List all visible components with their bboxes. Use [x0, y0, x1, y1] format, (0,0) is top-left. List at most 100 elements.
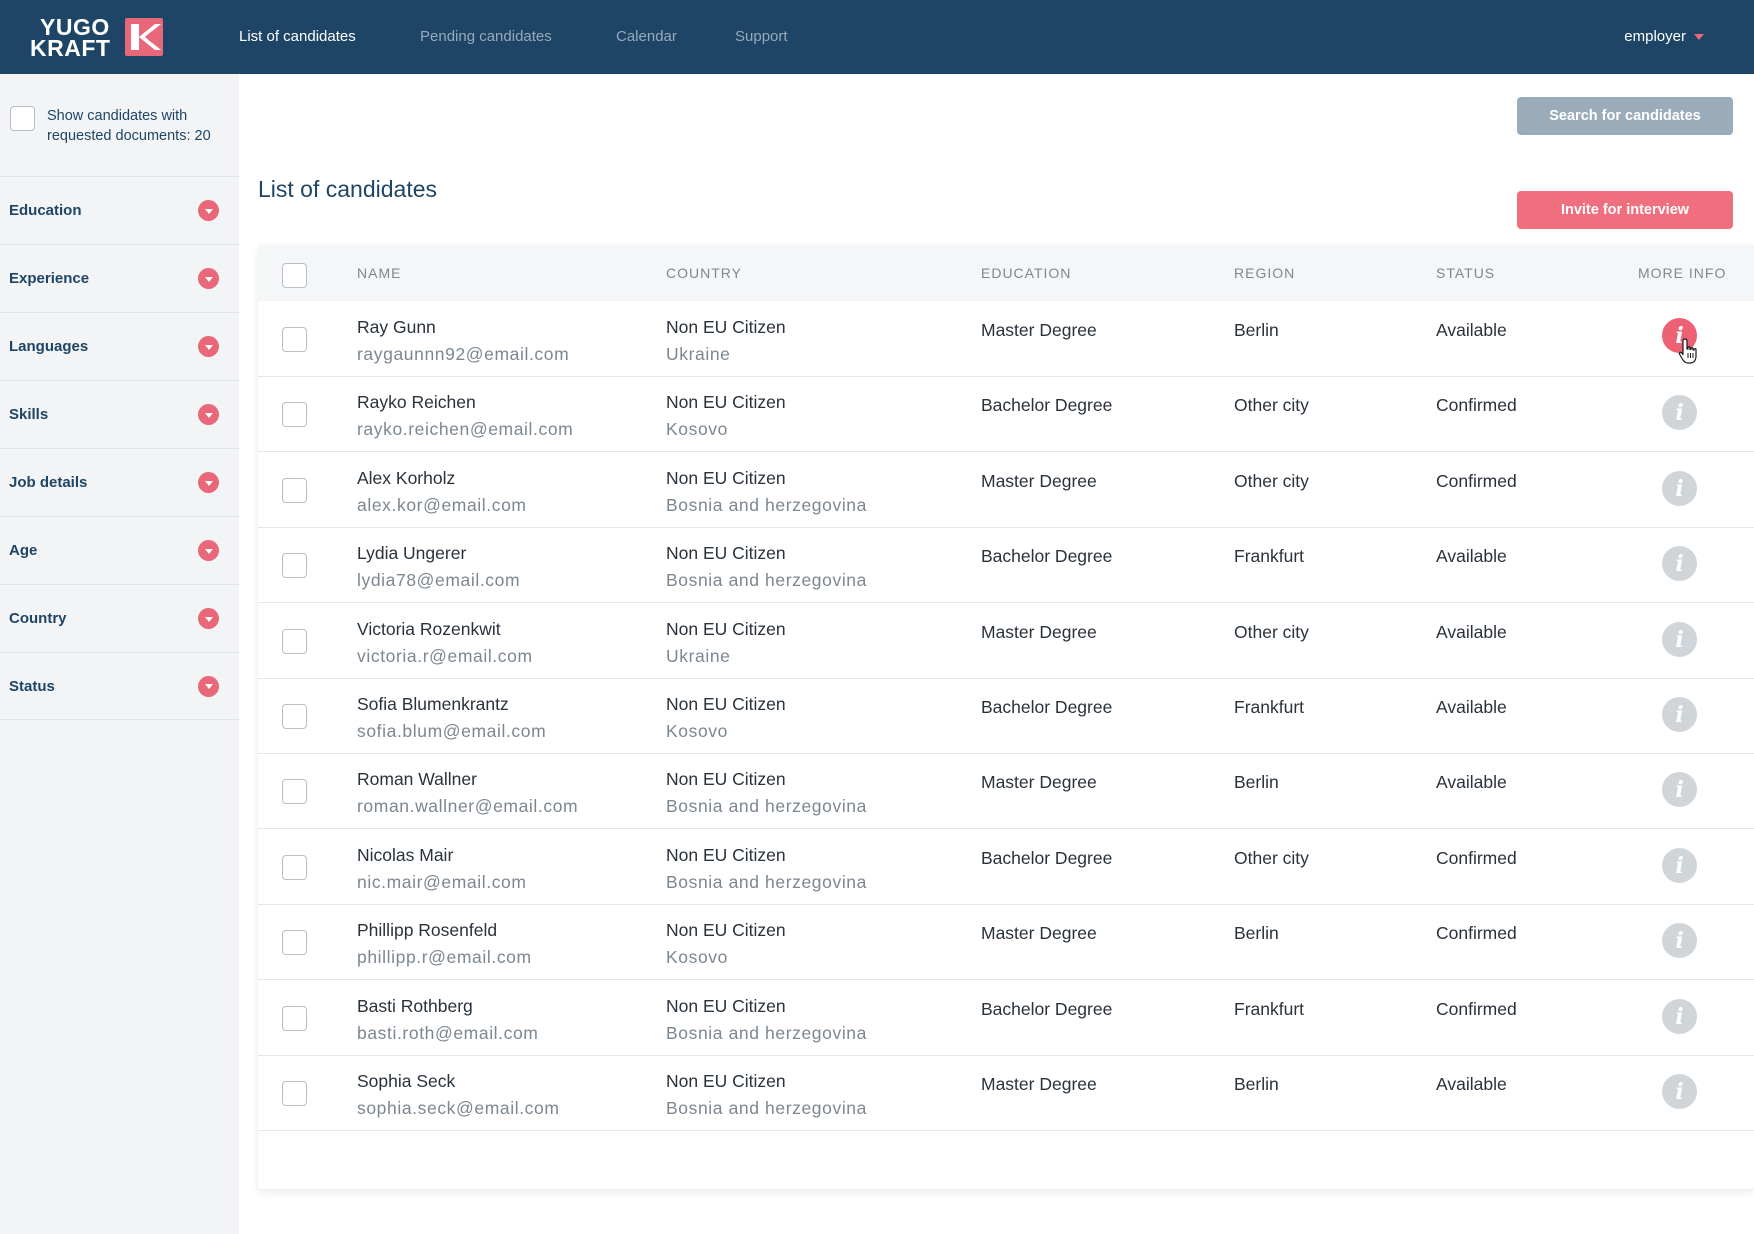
caret-down-icon — [1694, 33, 1704, 40]
chevron-down-icon[interactable] — [198, 540, 219, 561]
candidate-name[interactable]: Nicolas Mair — [357, 845, 454, 865]
column-header-education[interactable]: EDUCATION — [981, 265, 1072, 281]
candidate-name[interactable]: Rayko Reichen — [357, 392, 476, 412]
row-checkbox[interactable] — [282, 930, 307, 955]
candidate-name[interactable]: Sofia Blumenkrantz — [357, 694, 509, 714]
table-row[interactable]: Sophia Seck sophia.seck@email.com Non EU C… — [258, 1055, 1754, 1131]
candidate-citizenship: Non EU Citizen — [666, 1071, 786, 1091]
candidate-citizenship: Non EU Citizen — [666, 845, 786, 865]
filter-languages[interactable]: Languages — [0, 312, 239, 380]
row-checkbox[interactable] — [282, 553, 307, 578]
candidate-region: Other city — [1234, 395, 1309, 415]
nav-list-of-candidates[interactable]: List of candidates — [239, 28, 356, 45]
column-header-region[interactable]: REGION — [1234, 265, 1296, 281]
candidate-region: Other city — [1234, 471, 1309, 491]
chevron-down-icon[interactable] — [198, 268, 219, 289]
filter-job-details[interactable]: Job details — [0, 448, 239, 516]
candidate-education: Bachelor Degree — [981, 848, 1113, 868]
candidate-email: lydia78@email.com — [357, 570, 521, 590]
info-icon[interactable]: i — [1662, 848, 1697, 883]
candidate-email: basti.roth@email.com — [357, 1023, 539, 1043]
candidate-name[interactable]: Victoria Rozenkwit — [357, 619, 501, 639]
candidate-email: sophia.seck@email.com — [357, 1098, 560, 1118]
table-row[interactable]: Rayko Reichen rayko.reichen@email.com Non … — [258, 376, 1754, 452]
info-icon[interactable]: i — [1662, 318, 1697, 353]
info-icon[interactable]: i — [1662, 999, 1697, 1034]
row-checkbox[interactable] — [282, 629, 307, 654]
filter-education[interactable]: Education — [0, 176, 239, 244]
row-checkbox[interactable] — [282, 327, 307, 352]
nav-support[interactable]: Support — [735, 28, 788, 45]
info-icon[interactable]: i — [1662, 697, 1697, 732]
info-icon[interactable]: i — [1662, 395, 1697, 430]
table-row[interactable]: Roman Wallner roman.wallner@email.com Non … — [258, 753, 1754, 829]
chevron-down-icon[interactable] — [198, 675, 219, 697]
candidate-email: rayko.reichen@email.com — [357, 419, 574, 439]
filter-country[interactable]: Country — [0, 584, 239, 652]
candidate-name[interactable]: Alex Korholz — [357, 468, 456, 488]
nav-pending-candidates[interactable]: Pending candidates — [420, 28, 552, 45]
table-row[interactable]: Phillipp Rosenfeld phillipp.r@email.com No… — [258, 904, 1754, 980]
candidate-name[interactable]: Sophia Seck — [357, 1071, 456, 1091]
chevron-down-icon[interactable] — [198, 336, 219, 357]
filter-status[interactable]: Status — [0, 652, 239, 720]
row-checkbox[interactable] — [282, 704, 307, 729]
candidate-country: Kosovo — [666, 419, 728, 439]
info-icon[interactable]: i — [1662, 772, 1697, 807]
table-row[interactable]: Lydia Ungerer lydia78@email.com Non EU Cit… — [258, 527, 1754, 603]
candidate-citizenship: Non EU Citizen — [666, 619, 786, 639]
candidate-region: Other city — [1234, 622, 1309, 642]
invite-for-interview-button[interactable]: Invite for interview — [1517, 191, 1733, 229]
info-icon[interactable]: i — [1662, 923, 1697, 958]
top-navigation-bar: YUGO KRAFT List of candidates Pending ca… — [0, 0, 1754, 74]
row-checkbox[interactable] — [282, 1006, 307, 1031]
chevron-down-icon[interactable] — [198, 200, 219, 221]
candidate-name[interactable]: Basti Rothberg — [357, 996, 473, 1016]
info-icon[interactable]: i — [1662, 471, 1697, 506]
row-checkbox[interactable] — [282, 1081, 307, 1106]
candidate-status: Confirmed — [1436, 395, 1517, 415]
filter-skills[interactable]: Skills — [0, 380, 239, 448]
candidate-name[interactable]: Ray Gunn — [357, 317, 436, 337]
chevron-down-icon[interactable] — [198, 472, 219, 493]
documents-filter-checkbox[interactable] — [10, 106, 35, 131]
column-header-status[interactable]: STATUS — [1436, 265, 1496, 281]
candidate-region: Berlin — [1234, 1074, 1279, 1094]
chevron-down-icon[interactable] — [198, 608, 219, 629]
candidate-status: Available — [1436, 772, 1507, 792]
candidate-region: Frankfurt — [1234, 697, 1305, 717]
user-menu[interactable]: employer — [1624, 28, 1704, 45]
candidate-status: Available — [1436, 320, 1507, 340]
filter-experience[interactable]: Experience — [0, 244, 239, 312]
table-row[interactable]: Nicolas Mair nic.mair@email.com Non EU Cit… — [258, 829, 1754, 905]
row-checkbox[interactable] — [282, 779, 307, 804]
info-icon[interactable]: i — [1662, 546, 1697, 581]
column-header-country[interactable]: COUNTRY — [666, 265, 742, 281]
table-row[interactable]: Victoria Rozenkwit victoria.r@email.com No… — [258, 603, 1754, 679]
logo[interactable]: YUGO KRAFT — [30, 16, 170, 60]
table-row[interactable]: Basti Rothberg basti.roth@email.com Non EU… — [258, 980, 1754, 1056]
hand-pointer-icon — [1678, 338, 1697, 364]
row-checkbox[interactable] — [282, 478, 307, 503]
filter-age[interactable]: Age — [0, 516, 239, 584]
nav-calendar[interactable]: Calendar — [616, 28, 677, 45]
info-icon[interactable]: i — [1662, 1074, 1697, 1109]
chevron-down-icon[interactable] — [198, 404, 219, 425]
candidate-name[interactable]: Lydia Ungerer — [357, 543, 467, 563]
candidate-country: Bosnia and herzegovina — [666, 1023, 867, 1043]
candidate-name[interactable]: Roman Wallner — [357, 769, 477, 789]
select-all-checkbox[interactable] — [282, 263, 307, 288]
candidate-status: Confirmed — [1436, 471, 1517, 491]
candidate-name[interactable]: Phillipp Rosenfeld — [357, 920, 498, 940]
candidate-country: Ukraine — [666, 646, 731, 666]
table-row[interactable]: Ray Gunn raygaunnn92@email.com Non EU Citi… — [258, 301, 1754, 377]
documents-filter[interactable]: Show candidates with requested documents… — [10, 106, 235, 146]
table-row[interactable]: Sofia Blumenkrantz sofia.blum@email.com No… — [258, 678, 1754, 754]
row-checkbox[interactable] — [282, 855, 307, 880]
search-candidates-button[interactable]: Search for candidates — [1517, 97, 1733, 135]
row-checkbox[interactable] — [282, 402, 307, 427]
table-row[interactable]: Alex Korholz alex.kor@email.com Non EU Cit… — [258, 452, 1754, 528]
column-header-name[interactable]: NAME — [357, 265, 402, 281]
candidate-email: nic.mair@email.com — [357, 872, 527, 892]
info-icon[interactable]: i — [1662, 622, 1697, 657]
